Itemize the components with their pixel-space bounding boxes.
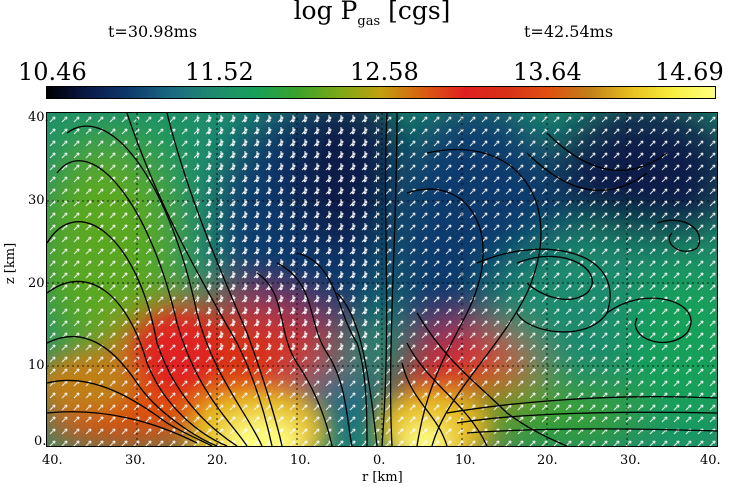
colorbar [46,86,716,99]
colorbar-tick-2: 11.52 [185,58,254,86]
pressure-map-plot [46,112,718,447]
colorbar-tick-3: 12.58 [350,58,419,86]
y-tick-label: 30. [28,193,49,208]
left-panel-time-label: t=30.98ms [108,22,198,41]
title-main: log P [293,0,358,25]
y-tick-label: 20. [28,276,49,291]
x-tick-label: 30. [125,453,146,468]
title-subscript: gas [357,14,381,29]
x-tick-label: 40. [700,453,721,468]
figure-title: log Pgas [cgs] [0,0,744,29]
x-tick-label: 10. [290,453,311,468]
x-tick-label: 10. [455,453,476,468]
right-panel-time-label: t=42.54ms [524,22,614,41]
colorbar-tick-1: 10.46 [18,58,87,86]
pressure-map-svg [47,113,717,446]
y-tick-label: 10. [28,358,49,373]
colorbar-tick-4: 13.64 [513,58,582,86]
x-tick-label: 20. [537,453,558,468]
colorbar-tick-5: 14.69 [655,58,724,86]
x-axis-label: r [km] [362,470,403,485]
velocity-arrows-inflow [197,113,377,353]
x-tick-label: 40. [42,453,63,468]
y-axis-label: z [km] [3,242,19,285]
y-tick-label: 0. [34,434,47,449]
x-tick-label: 0. [373,453,386,468]
x-tick-label: 30. [620,453,641,468]
x-tick-label: 20. [207,453,228,468]
field-lines [47,113,717,446]
y-tick-label: 40. [28,110,49,125]
title-unit: [cgs] [388,0,451,25]
